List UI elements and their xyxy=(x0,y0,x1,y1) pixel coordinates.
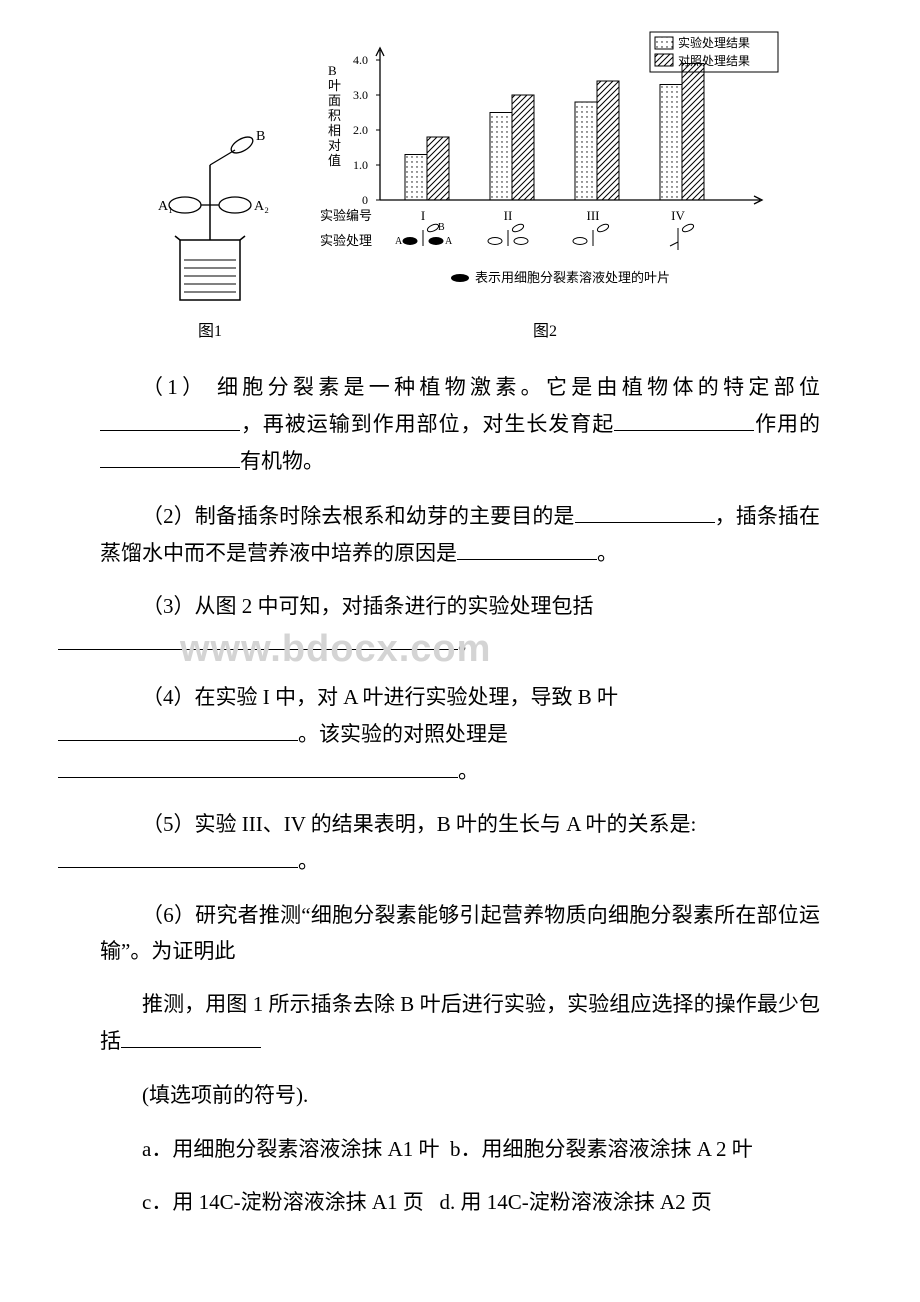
q1-prefix: （1） 细胞分裂素是一种植物激素。它是由植物体的特定部位 xyxy=(142,375,820,399)
svg-text:A: A xyxy=(445,236,453,247)
q4-mid: 。该实验的对照处理是 xyxy=(298,722,508,746)
q2-prefix: （2）制备插条时除去根系和幼芽的主要目的是 xyxy=(142,504,575,528)
q1-mid1: ，再被运输到作用部位，对生长发育起 xyxy=(240,412,614,436)
q1-blank-3 xyxy=(100,443,240,468)
svg-text:积: 积 xyxy=(328,108,341,123)
question-4: （4）在实验 I 中，对 A 叶进行实验处理，导致 B 叶 。该实验的对照处理是… xyxy=(100,680,820,789)
question-3: （3）从图 2 中可知，对插条进行的实验处理包括 。 xyxy=(100,589,820,662)
label-a2: A₂ xyxy=(254,199,269,214)
svg-text:III: III xyxy=(587,208,600,223)
figures-row: A₁ A₂ B 图1 实验处理结果 对照处理结果 xyxy=(100,30,820,345)
q6b-blank xyxy=(121,1023,261,1048)
label-a1: A₁ xyxy=(158,199,173,214)
legend-exp: 实验处理结果 xyxy=(678,35,750,50)
svg-text:叶: 叶 xyxy=(328,78,341,93)
figure-1-svg: A₁ A₂ B xyxy=(140,110,280,310)
svg-text:IV: IV xyxy=(671,208,685,223)
q4-prefix: （4）在实验 I 中，对 A 叶进行实验处理，导致 B 叶 xyxy=(142,685,618,709)
option-d: d. 用 14C-淀粉溶液涂抹 A2 页 xyxy=(440,1190,712,1214)
svg-text:相: 相 xyxy=(328,123,341,138)
q1-blank-1 xyxy=(100,406,240,431)
figure-1-caption: 图1 xyxy=(198,318,222,345)
q5-suffix: 。 xyxy=(298,849,319,873)
q4-blank-1 xyxy=(58,716,298,741)
svg-text:B: B xyxy=(438,222,445,233)
svg-text:2.0: 2.0 xyxy=(353,123,368,137)
option-row-2: c．用 14C-淀粉溶液涂抹 A1 页 d. 用 14C-淀粉溶液涂抹 A2 页 xyxy=(100,1185,820,1221)
svg-text:4.0: 4.0 xyxy=(353,53,368,67)
question-6a: （6）研究者推测“细胞分裂素能够引起营养物质向细胞分裂素所在部位运输”。为证明此 xyxy=(100,898,820,969)
svg-text:对: 对 xyxy=(328,138,341,153)
svg-text:0: 0 xyxy=(362,193,368,207)
figure-2-svg: 实验处理结果 对照处理结果 0 1.0 2.0 3.0 4.0 B 叶 面 xyxy=(310,30,780,310)
q1-mid2: 作用的 xyxy=(754,412,820,436)
q2-suffix: 。 xyxy=(597,541,618,565)
q5-blank xyxy=(58,843,298,868)
y-label: B xyxy=(328,63,337,78)
svg-text:3.0: 3.0 xyxy=(353,88,368,102)
question-6c: (填选项前的符号). xyxy=(100,1078,820,1114)
svg-text:1.0: 1.0 xyxy=(353,158,368,172)
svg-text:I: I xyxy=(421,208,425,223)
question-5: （5）实验 III、IV 的结果表明，B 叶的生长与 A 叶的关系是: 。 xyxy=(100,807,820,880)
option-b: b．用细胞分裂素溶液涂抹 A 2 叶 xyxy=(450,1137,753,1161)
q3-prefix: （3）从图 2 中可知，对插条进行的实验处理包括 xyxy=(142,594,594,618)
q2-blank-1 xyxy=(575,498,715,523)
option-c: c．用 14C-淀粉溶液涂抹 A1 页 xyxy=(142,1190,424,1214)
x-row1-label: 实验编号 xyxy=(320,208,372,223)
figure-2-caption: 图2 xyxy=(533,318,557,345)
q5-prefix: （5）实验 III、IV 的结果表明，B 叶的生长与 A 叶的关系是: xyxy=(142,812,696,836)
option-row-1: a．用细胞分裂素溶液涂抹 A1 叶 b．用细胞分裂素溶液涂抹 A 2 叶 xyxy=(100,1132,820,1168)
q1-blank-2 xyxy=(614,406,754,431)
figure-2: 实验处理结果 对照处理结果 0 1.0 2.0 3.0 4.0 B 叶 面 xyxy=(310,30,780,345)
option-a: a．用细胞分裂素溶液涂抹 A1 叶 xyxy=(142,1137,440,1161)
svg-text:II: II xyxy=(504,208,513,223)
question-2: （2）制备插条时除去根系和幼芽的主要目的是，插条插在蒸馏水中而不是营养液中培养的… xyxy=(100,498,820,572)
q3-suffix: 。 xyxy=(458,631,479,655)
q3-blank xyxy=(58,625,458,650)
q4-blank-2 xyxy=(58,753,458,778)
question-1: （1） 细胞分裂素是一种植物激素。它是由植物体的特定部位 ，再被运输到作用部位，对… xyxy=(100,370,820,479)
svg-text:A: A xyxy=(395,236,403,247)
footer-symbol: 表示用细胞分裂素溶液处理的叶片 xyxy=(475,270,670,285)
q1-suffix: 有机物。 xyxy=(240,449,324,473)
x-row2-label: 实验处理 xyxy=(320,233,372,248)
figure-1: A₁ A₂ B 图1 xyxy=(140,110,280,345)
question-6b: 推测，用图 1 所示插条去除 B 叶后进行实验，实验组应选择的操作最少包括 xyxy=(100,987,820,1060)
label-b: B xyxy=(256,129,265,144)
q4-suffix: 。 xyxy=(458,759,479,783)
svg-text:值: 值 xyxy=(328,153,341,168)
q2-blank-2 xyxy=(457,535,597,560)
svg-text:面: 面 xyxy=(328,93,341,108)
